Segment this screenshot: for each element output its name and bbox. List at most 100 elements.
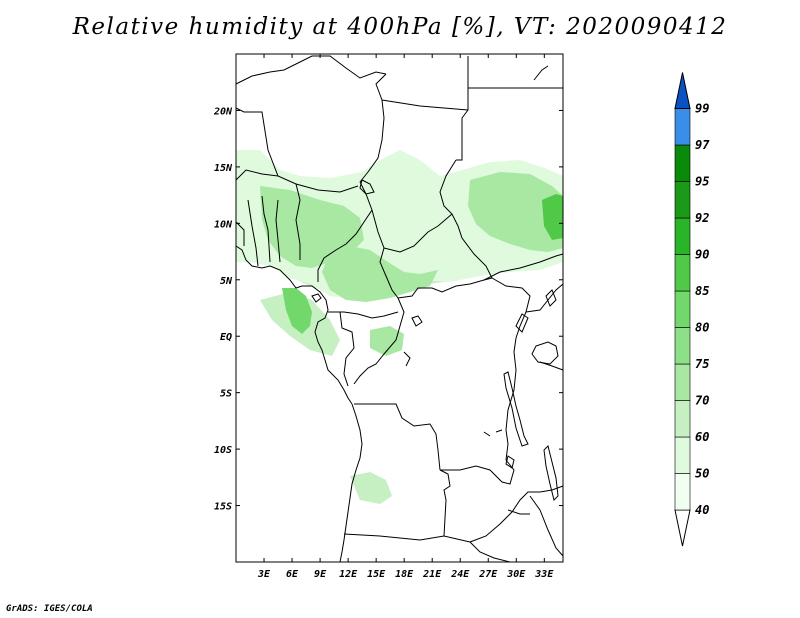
colorbar: 40 50 60 70 75 80 85 90 92 95 97 99 xyxy=(674,72,710,547)
border-guinea xyxy=(235,221,245,246)
lon-tick-label: 21E xyxy=(422,569,442,580)
border-drc-east xyxy=(491,277,531,445)
humidity-region-gabon-coast xyxy=(282,288,312,334)
border-mali-algeria xyxy=(235,55,387,85)
red-sea-coast xyxy=(533,65,549,81)
colorbar-segment xyxy=(674,181,691,219)
colorbar-label: 92 xyxy=(695,211,709,225)
border-chad-sudan xyxy=(439,159,493,279)
border-burkina xyxy=(235,169,279,181)
border-libya-niger-chad xyxy=(381,99,469,111)
lake-mweru xyxy=(505,455,515,469)
colorbar-label: 95 xyxy=(695,175,709,189)
humidity-region-ethiopia-edge xyxy=(542,194,563,240)
humidity-region-angola-patch xyxy=(362,480,388,500)
map-frame xyxy=(235,53,564,563)
lon-tick-label: 9E xyxy=(314,569,327,580)
country-borders xyxy=(235,55,564,563)
island-bioko xyxy=(311,293,322,303)
lat-tick-label: 10N xyxy=(214,219,233,230)
colorbar-label: 60 xyxy=(695,430,709,444)
colorbar-segment xyxy=(674,327,691,365)
lake-mai-ndombe xyxy=(411,315,423,327)
lon-tick-label: 6E xyxy=(286,569,299,580)
river-mark-2 xyxy=(483,431,491,437)
lake-malawi xyxy=(543,445,559,501)
lon-tick-label: 18E xyxy=(395,569,414,580)
lat-tick-label: 5S xyxy=(220,389,232,400)
border-chad-cameroon xyxy=(371,209,399,299)
border-mozambique xyxy=(529,495,564,557)
border-ivory-ghana xyxy=(247,199,259,267)
footer-credit: GrADS: IGES/COLA xyxy=(6,604,93,614)
coastline-southwest-africa xyxy=(339,403,363,563)
border-angola-zambia xyxy=(439,469,451,537)
colorbar-segment xyxy=(674,254,691,292)
colorbar-label: 90 xyxy=(695,248,709,262)
lon-tick-label: 24E xyxy=(450,569,470,580)
humidity-region-nigeria-cameroon xyxy=(260,186,364,268)
map-title: Relative humidity at 400hPa [%], VT: 202… xyxy=(72,14,728,40)
colorbar-segment xyxy=(674,144,691,182)
latitude-axis: 20N 15N 10N 5N EQ 5S 10S 15S xyxy=(213,106,563,513)
border-zambia-drc xyxy=(440,443,515,485)
colorbar-bottom-arrow xyxy=(674,509,691,547)
colorbar-segment xyxy=(674,290,691,328)
humidity-region-nigeria-cameroon xyxy=(322,246,438,302)
humidity-shading xyxy=(236,150,563,504)
colorbar-segment xyxy=(674,217,691,255)
colorbar-segment xyxy=(674,108,691,146)
colorbar-segment xyxy=(674,436,691,474)
colorbar-segment xyxy=(674,363,691,401)
border-zambia-south xyxy=(469,485,564,543)
border-uganda-kenya xyxy=(525,283,564,313)
colorbar-label: 40 xyxy=(695,503,709,517)
lake-victoria xyxy=(531,341,559,365)
lat-tick-label: 15N xyxy=(214,163,233,174)
longitude-axis: 3E 6E 9E 12E 15E 18E 21E 24E 27E 30E 33E xyxy=(257,54,554,580)
border-nigeria-north xyxy=(295,183,301,260)
border-congo-drc xyxy=(353,297,405,385)
lat-tick-label: 20N xyxy=(213,106,233,117)
border-car-south xyxy=(397,277,493,299)
border-namibia xyxy=(343,533,471,543)
border-sudan-south xyxy=(483,253,564,281)
river-mark-3 xyxy=(495,429,503,433)
colorbar-label: 85 xyxy=(695,284,709,298)
border-cameroon-congo xyxy=(328,311,399,319)
colorbar-label: 99 xyxy=(695,102,709,116)
lake-albert xyxy=(515,313,529,333)
border-gabon-congo xyxy=(339,311,355,387)
lake-chad xyxy=(359,179,375,195)
colorbar-top-arrow xyxy=(674,72,691,109)
lat-tick-label: 10S xyxy=(214,445,232,456)
border-niger-libya xyxy=(359,73,387,183)
lat-tick-label: 15S xyxy=(214,502,232,513)
lon-tick-label: 27E xyxy=(478,569,498,580)
colorbar-label: 80 xyxy=(695,321,709,335)
lon-tick-label: 30E xyxy=(506,569,526,580)
colorbar-label: 70 xyxy=(695,394,709,408)
lon-tick-label: 12E xyxy=(339,569,358,580)
border-car-north xyxy=(383,213,453,253)
border-drc-angola xyxy=(354,403,441,471)
colorbar-segment xyxy=(674,400,691,438)
colorbar-label: 50 xyxy=(695,467,709,481)
lon-tick-label: 3E xyxy=(257,569,271,580)
border-benin xyxy=(275,199,281,263)
humidity-region-nigeria-cameroon xyxy=(370,326,404,356)
border-nigeria-cameroon xyxy=(317,181,373,282)
lake-tanganyika xyxy=(503,371,529,447)
border-zimbabwe xyxy=(469,541,511,563)
colorbar-label: 75 xyxy=(695,357,709,371)
lat-tick-label: 5N xyxy=(220,276,233,287)
river-mark-4 xyxy=(507,509,530,515)
lake-turkana xyxy=(545,289,557,307)
lon-tick-label: 15E xyxy=(367,569,386,580)
border-libya-egypt xyxy=(456,56,469,161)
humidity-region-sudan-east xyxy=(468,172,563,252)
colorbar-segment xyxy=(674,473,691,511)
lon-tick-label: 33E xyxy=(534,569,554,580)
lat-tick-label: EQ xyxy=(220,332,232,343)
